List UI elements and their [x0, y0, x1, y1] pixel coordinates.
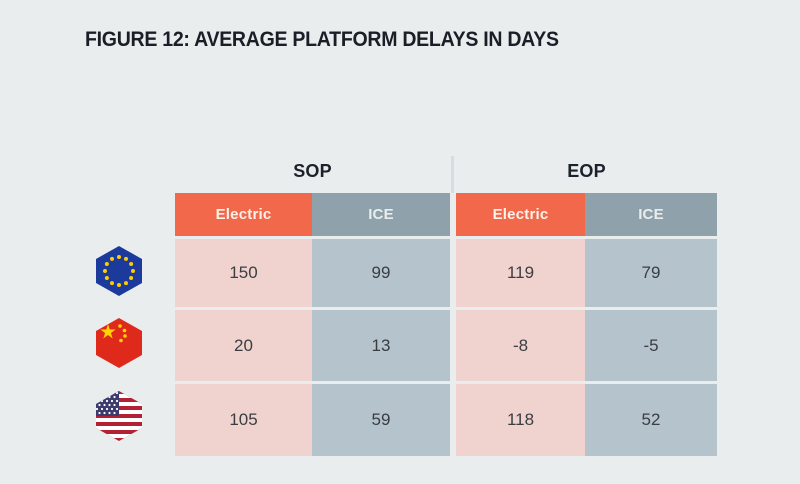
eu-flag-icon [96, 246, 142, 296]
delays-table: Electric ICE Electric ICE 150 99 119 79 … [175, 193, 717, 456]
figure-title: FIGURE 12: AVERAGE PLATFORM DELAYS IN DA… [85, 28, 594, 52]
cell-us-sop-electric: 105 [175, 384, 312, 456]
column-group-label-eop: EOP [567, 161, 606, 181]
cell-china-eop-electric: -8 [456, 310, 585, 381]
column-header-eop-ice: ICE [585, 193, 717, 236]
column-header-eop-electric: Electric [456, 193, 585, 236]
cell-us-eop-electric: 118 [456, 384, 585, 456]
column-header-sop-ice: ICE [312, 193, 450, 236]
cell-us-eop-ice: 52 [585, 384, 717, 456]
figure-title-text: FIGURE 12: AVERAGE PLATFORM DELAYS IN DA… [85, 28, 559, 51]
us-flag-icon [96, 391, 142, 441]
cell-eu-eop-ice: 79 [585, 239, 717, 307]
china-flag-icon [96, 318, 142, 368]
column-header-sop-electric: Electric [175, 193, 312, 236]
cell-china-eop-ice: -5 [585, 310, 717, 381]
cell-eu-eop-electric: 119 [456, 239, 585, 307]
cell-eu-sop-electric: 150 [175, 239, 312, 307]
group-divider [451, 156, 454, 193]
column-group-label-sop: SOP [293, 161, 332, 181]
cell-china-sop-electric: 20 [175, 310, 312, 381]
cell-us-sop-ice: 59 [312, 384, 450, 456]
cell-eu-sop-ice: 99 [312, 239, 450, 307]
cell-china-sop-ice: 13 [312, 310, 450, 381]
